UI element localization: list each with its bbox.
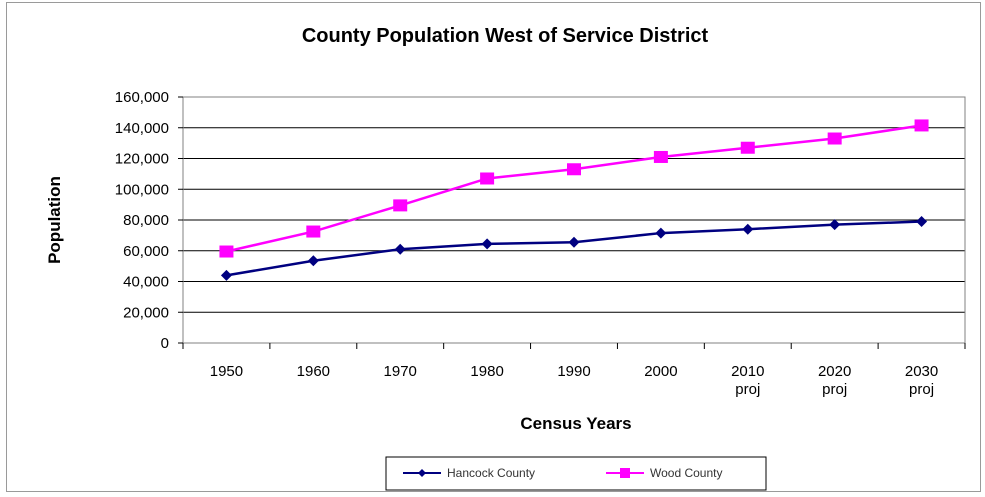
series-point — [219, 245, 234, 258]
legend-label: Hancock County — [447, 466, 535, 480]
x-tick-label: 2010 proj — [731, 363, 764, 398]
y-tick-label: 80,000 — [123, 212, 169, 229]
series-layer — [219, 119, 929, 281]
series-point — [568, 236, 580, 248]
series-point — [567, 163, 581, 176]
legend-box — [385, 456, 767, 491]
series-point — [393, 199, 408, 212]
series-point — [655, 227, 667, 239]
x-tick-label: 1990 — [557, 363, 590, 380]
legend-marker — [418, 469, 426, 477]
series-point — [220, 269, 232, 281]
x-tick-label: 2020 proj — [818, 363, 851, 398]
series-point — [653, 150, 668, 163]
series-point — [306, 225, 321, 238]
legend: Hancock County Wood County — [385, 456, 767, 491]
series-point — [480, 172, 495, 185]
series-point — [307, 255, 319, 267]
series-point — [829, 219, 841, 231]
chart-title: County Population West of Service Distri… — [302, 25, 709, 47]
y-tick-label: 40,000 — [123, 274, 169, 291]
series-point — [740, 141, 755, 154]
y-tick-label: 20,000 — [123, 304, 169, 321]
series-point — [394, 243, 406, 255]
x-tick-label: 2030 proj — [905, 363, 938, 398]
gridlines — [183, 96, 965, 313]
series-line-0 — [226, 220, 922, 277]
y-tick-label: 100,000 — [115, 181, 169, 198]
series-line-1 — [226, 124, 922, 253]
series-point — [742, 223, 754, 235]
y-tick-label: 120,000 — [115, 151, 169, 168]
y-tick-label: 0 — [161, 335, 169, 352]
x-tick-label: 1970 — [384, 363, 417, 380]
y-axis-ticks: 0 20,000 40,000 60,000 80,000 100,000 120,000 1… — [115, 89, 183, 352]
y-tick-label: 160,000 — [115, 89, 169, 106]
series-point — [827, 132, 842, 145]
chart-frame — [6, 2, 981, 492]
y-tick-label: 60,000 — [123, 243, 169, 260]
series-point — [481, 238, 493, 250]
x-axis-label: Census Years — [520, 414, 631, 433]
series-point — [914, 119, 929, 132]
y-axis-label: Population — [45, 176, 64, 264]
legend-marker — [620, 468, 630, 478]
series-point — [916, 216, 928, 228]
x-tick-label: 2000 — [644, 363, 677, 380]
x-tick-label: 1950 — [210, 363, 243, 380]
legend-label: Wood County — [650, 466, 723, 480]
y-tick-label: 140,000 — [115, 120, 169, 137]
x-tick-label: 1980 — [470, 363, 503, 380]
x-axis-ticks: 1950 1960 1970 1980 1990 2000 2010 proj 2020 proj… — [182, 343, 966, 398]
x-tick-label: 1960 — [297, 363, 330, 380]
